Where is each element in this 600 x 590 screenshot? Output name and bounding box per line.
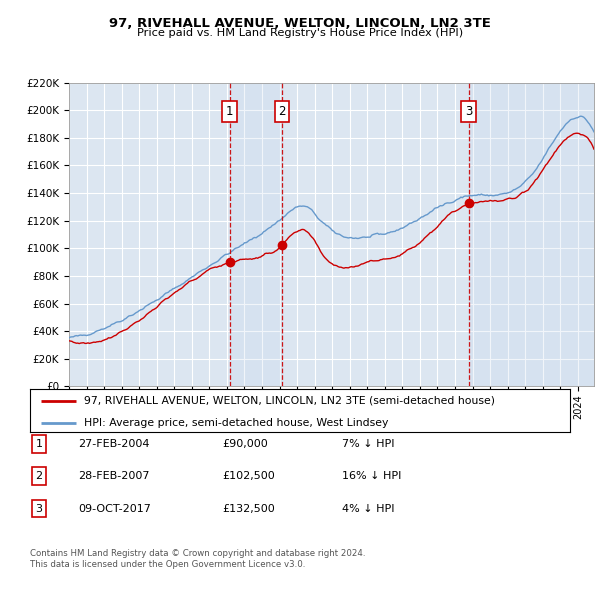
Text: 2: 2 (35, 471, 43, 481)
Text: This data is licensed under the Open Government Licence v3.0.: This data is licensed under the Open Gov… (30, 560, 305, 569)
Bar (230, 83, 282, 386)
Text: 16% ↓ HPI: 16% ↓ HPI (342, 471, 401, 481)
Text: £102,500: £102,500 (222, 471, 275, 481)
Text: HPI: Average price, semi-detached house, West Lindsey: HPI: Average price, semi-detached house,… (84, 418, 388, 428)
Text: 3: 3 (465, 105, 472, 118)
Text: 4% ↓ HPI: 4% ↓ HPI (342, 504, 395, 513)
Text: Price paid vs. HM Land Registry's House Price Index (HPI): Price paid vs. HM Land Registry's House … (137, 28, 463, 38)
Text: £90,000: £90,000 (222, 439, 268, 448)
Text: 1: 1 (35, 439, 43, 448)
Text: 1: 1 (226, 105, 233, 118)
Bar (469, 83, 598, 386)
Text: 7% ↓ HPI: 7% ↓ HPI (342, 439, 395, 448)
Text: 09-OCT-2017: 09-OCT-2017 (78, 504, 151, 513)
Text: 2: 2 (278, 105, 286, 118)
Text: 97, RIVEHALL AVENUE, WELTON, LINCOLN, LN2 3TE (semi-detached house): 97, RIVEHALL AVENUE, WELTON, LINCOLN, LN… (84, 396, 495, 406)
Text: 28-FEB-2007: 28-FEB-2007 (78, 471, 149, 481)
Text: Contains HM Land Registry data © Crown copyright and database right 2024.: Contains HM Land Registry data © Crown c… (30, 549, 365, 558)
Text: 97, RIVEHALL AVENUE, WELTON, LINCOLN, LN2 3TE: 97, RIVEHALL AVENUE, WELTON, LINCOLN, LN… (109, 17, 491, 30)
Text: 27-FEB-2004: 27-FEB-2004 (78, 439, 149, 448)
Text: £132,500: £132,500 (222, 504, 275, 513)
Text: 3: 3 (35, 504, 43, 513)
